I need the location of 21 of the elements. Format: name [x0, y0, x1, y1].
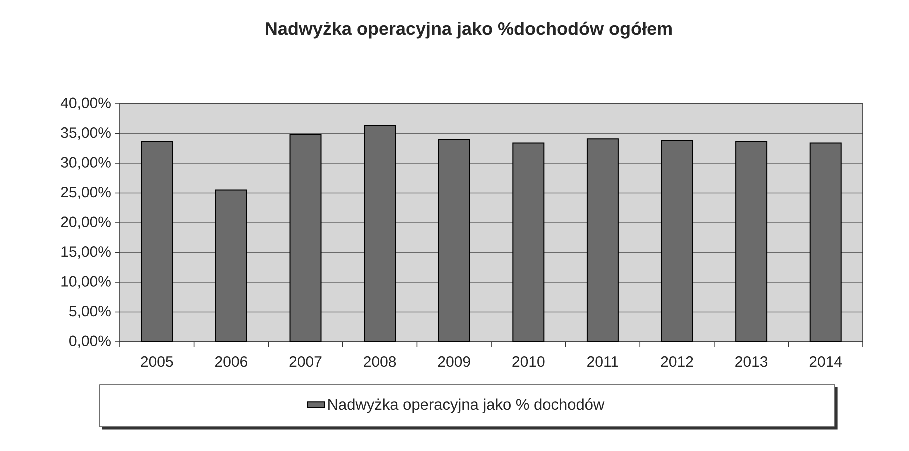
legend-label: Nadwyżka operacyjna jako % dochodów	[328, 398, 605, 414]
y-tick-label: 40,00%	[60, 98, 111, 110]
x-tick-label: 2009	[438, 356, 470, 368]
x-tick-label: 2012	[661, 356, 694, 368]
y-tick-label: 0,00%	[70, 336, 111, 348]
y-tick-label: 30,00%	[61, 157, 111, 170]
y-tick-label: 10,00%	[62, 276, 111, 289]
y-tick-label: 25,00%	[61, 187, 111, 200]
x-tick-label: 2006	[216, 356, 248, 368]
y-tick-label: 15,00%	[62, 246, 111, 259]
y-tick-label: 35,00%	[61, 128, 111, 140]
chart-title: Nadwyżka operacyjna jako %dochodów ogółem	[266, 22, 672, 39]
y-tick-label: 5,00%	[70, 306, 111, 318]
x-tick-label: 2011	[588, 356, 618, 368]
y-tick-label: 20,00%	[61, 216, 111, 230]
x-tick-label: 2007	[290, 356, 322, 368]
x-tick-label: 2005	[141, 356, 174, 368]
x-tick-label: 2013	[736, 356, 768, 368]
x-tick-label: 2010	[512, 356, 545, 368]
x-tick-label: 2008	[364, 356, 396, 368]
x-tick-label: 2014	[810, 356, 842, 368]
